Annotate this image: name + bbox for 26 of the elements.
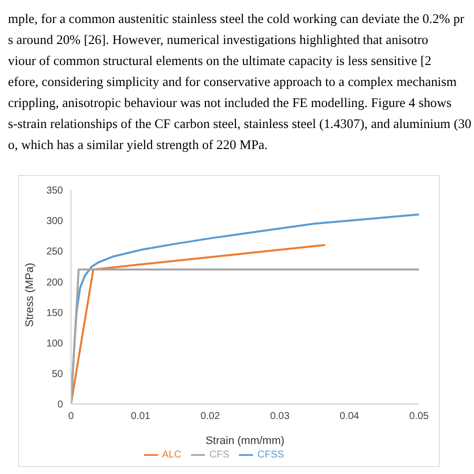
x-axis-title: Strain (mm/mm) xyxy=(206,435,284,447)
x-tick-label: 0.02 xyxy=(200,411,220,422)
text: o, which has a similar yield strength of 220 MPa. xyxy=(8,136,269,154)
y-tick-label: 0 xyxy=(57,400,64,411)
y-tick-label: 100 xyxy=(46,338,64,350)
text: s around 20% [26]. However, numerical investigations highlighted that anisotro xyxy=(8,31,430,49)
text: mple, for a common austenitic stainless steel the cold working can deviate the 0.2% pr xyxy=(8,10,466,28)
text: s-strain relationships of the CF carbon steel, stainless steel (1.4307), and aluminium (30 xyxy=(8,115,472,133)
y-axis-title: Stress (MPa) xyxy=(24,262,36,327)
legend-label: CFS xyxy=(209,450,230,461)
legend-label: CFSS xyxy=(257,450,284,461)
x-tick-label: 0.03 xyxy=(270,411,290,422)
y-tick-label: 350 xyxy=(46,186,64,197)
x-tick-label: 0 xyxy=(68,411,74,422)
legend-label: ALC xyxy=(162,450,182,461)
x-tick-label: 0.05 xyxy=(409,411,430,422)
x-tick-label: 0.04 xyxy=(340,411,360,422)
y-tick-label: 250 xyxy=(46,246,64,258)
text: viour of common structural elements on the ultimate capacity is less sensitive [2 xyxy=(8,52,432,70)
y-tick-label: 300 xyxy=(46,216,64,228)
text: crippling, anisotropic behaviour was not included the FE modelling. Figure 4 shows xyxy=(8,94,453,112)
y-tick-label: 200 xyxy=(46,277,64,288)
y-tick-label: 150 xyxy=(46,308,64,319)
text: efore, considering simplicity and for conservative approach to a complex mechanism xyxy=(8,73,458,91)
y-tick-label: 50 xyxy=(52,368,64,380)
x-tick-label: 0.01 xyxy=(130,411,151,422)
